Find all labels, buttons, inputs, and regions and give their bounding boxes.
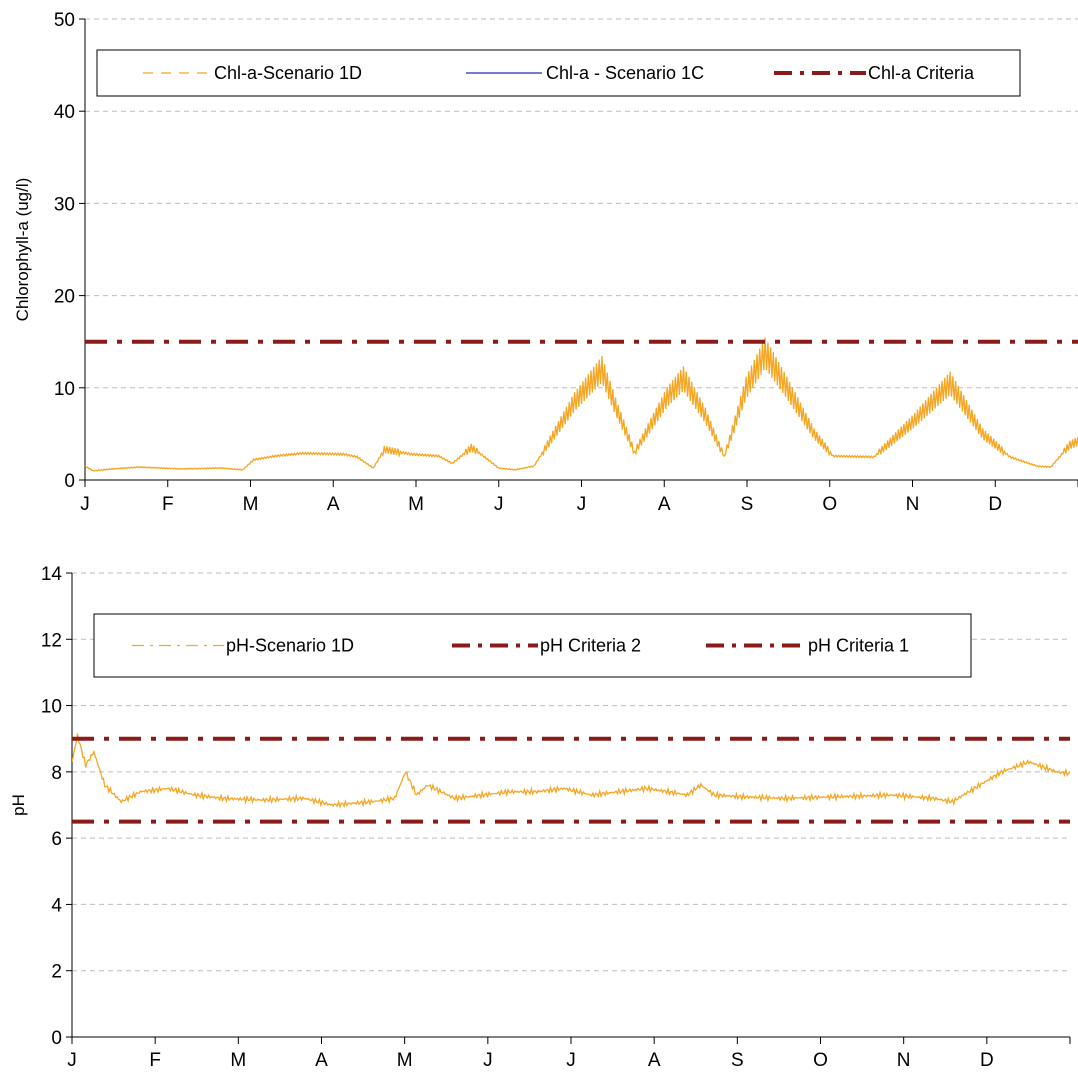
- x-tick-label: A: [327, 494, 340, 515]
- x-tick-label: M: [243, 494, 259, 515]
- legend-label: Chl-a - Scenario 1C: [546, 63, 704, 83]
- y-tick-label: 0: [64, 471, 75, 492]
- y-tick-label: 14: [41, 564, 63, 585]
- x-tick-label: S: [731, 1050, 744, 1071]
- y-tick-label: 50: [54, 10, 75, 31]
- legend-label: pH-Scenario 1D: [226, 636, 354, 656]
- y-tick-label: 10: [54, 379, 75, 400]
- y-tick-label: 20: [54, 287, 75, 308]
- plot-area: [72, 733, 1070, 824]
- series-line: [72, 733, 1070, 810]
- y-tick-label: 40: [54, 102, 75, 123]
- x-tick-label: S: [741, 494, 754, 515]
- y-tick-label: 0: [51, 1028, 62, 1049]
- y-axis-title: pH: [9, 794, 28, 816]
- x-tick-label: M: [230, 1050, 246, 1071]
- x-tick-label: J: [494, 494, 504, 515]
- legend-label: Chl-a-Scenario 1D: [214, 63, 362, 83]
- chart-2: 0 2 4 6 8 10 12 14 J F M A M J J A S O N DpH pH-Scenario 1D p…: [9, 564, 1071, 1071]
- y-tick-label: 6: [51, 829, 62, 850]
- x-tick-label: A: [648, 1050, 661, 1071]
- x-tick-label: D: [988, 494, 1002, 515]
- y-tick-label: 30: [54, 194, 75, 215]
- legend-label: Chl-a Criteria: [868, 63, 975, 83]
- y-tick-label: 10: [41, 697, 62, 718]
- chart-1: 0 10 20 30 40 50 J F M A M J J A S O N D Chlorophyll-a (ug…: [13, 10, 1078, 515]
- x-tick-label: M: [397, 1050, 413, 1071]
- x-tick-label: D: [980, 1050, 994, 1071]
- x-tick-label: J: [483, 1050, 493, 1071]
- y-tick-label: 12: [41, 630, 62, 651]
- x-tick-label: A: [315, 1050, 328, 1071]
- series-line: [85, 337, 1078, 472]
- legend-label: pH Criteria 2: [540, 636, 641, 656]
- x-tick-label: J: [80, 494, 90, 515]
- y-axis-title: Chlorophyll-a (ug/l): [13, 178, 32, 322]
- x-tick-label: N: [897, 1050, 911, 1071]
- x-tick-label: M: [408, 494, 424, 515]
- x-tick-label: F: [162, 494, 174, 515]
- legend-box: [96, 49, 1021, 97]
- x-tick-label: A: [658, 494, 671, 515]
- y-tick-label: 8: [51, 763, 62, 784]
- x-tick-label: J: [67, 1050, 77, 1071]
- x-tick-label: O: [822, 494, 837, 515]
- x-tick-label: J: [577, 494, 587, 515]
- y-tick-label: 4: [51, 895, 62, 916]
- x-tick-label: O: [813, 1050, 828, 1071]
- legend-label: pH Criteria 1: [808, 636, 909, 656]
- plot-area: [85, 337, 1078, 472]
- x-tick-label: J: [566, 1050, 576, 1071]
- x-tick-label: F: [149, 1050, 161, 1071]
- x-tick-label: N: [906, 494, 920, 515]
- y-tick-label: 2: [51, 962, 62, 983]
